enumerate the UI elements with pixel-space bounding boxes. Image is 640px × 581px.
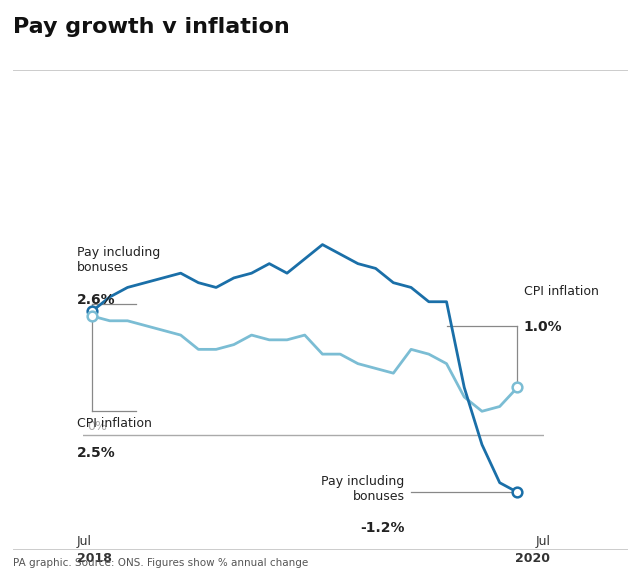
Text: Jul: Jul	[77, 535, 92, 547]
Text: Jul: Jul	[536, 535, 550, 547]
Text: 2020: 2020	[515, 552, 550, 565]
Text: 2.6%: 2.6%	[77, 292, 115, 307]
Text: -1.2%: -1.2%	[360, 521, 404, 535]
Text: 2.5%: 2.5%	[77, 446, 116, 460]
Text: 2018: 2018	[77, 552, 111, 565]
Text: Pay including
bonuses: Pay including bonuses	[77, 246, 160, 274]
Text: 0%: 0%	[87, 419, 107, 433]
Text: CPI inflation: CPI inflation	[77, 417, 152, 430]
Text: PA graphic. Source: ONS. Figures show % annual change: PA graphic. Source: ONS. Figures show % …	[13, 558, 308, 568]
Text: Pay including
bonuses: Pay including bonuses	[321, 475, 404, 503]
Text: 1.0%: 1.0%	[524, 320, 563, 333]
Text: CPI inflation: CPI inflation	[524, 285, 598, 298]
Text: Pay growth v inflation: Pay growth v inflation	[13, 17, 289, 37]
